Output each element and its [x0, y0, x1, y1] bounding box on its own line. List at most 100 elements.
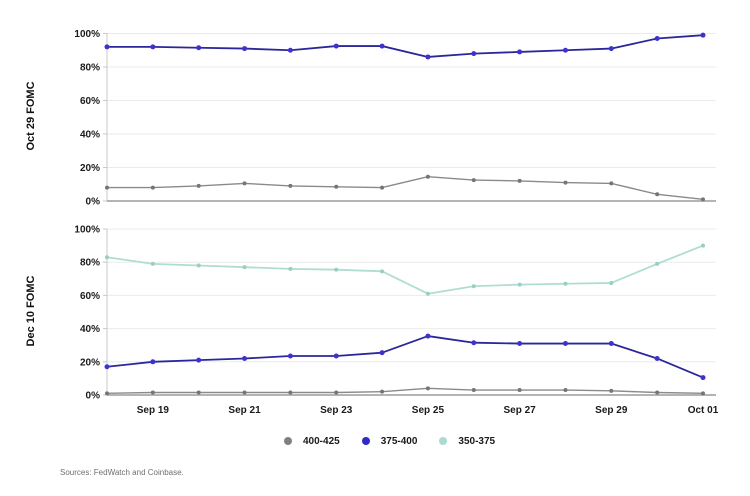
panel-0: 0% 20% 40% 60% 80% 100% [74, 29, 716, 208]
data-point-350-375 [288, 266, 293, 271]
legend-dot-400-425-icon [284, 437, 292, 445]
legend-dot-350-375-icon [439, 437, 448, 445]
data-point-375-400 [425, 54, 431, 60]
data-point-375-400 [562, 47, 568, 53]
data-point-375-400 [379, 350, 385, 356]
data-point-400-425 [150, 390, 155, 395]
data-point-375-400 [242, 355, 248, 361]
series-line-400-425 [106, 387, 704, 395]
data-point-400-425 [425, 386, 430, 391]
data-point-350-375 [105, 255, 109, 260]
data-point-375-400 [287, 353, 293, 359]
data-point-350-375 [196, 263, 201, 268]
data-point-375-400 [196, 357, 202, 363]
data-point-375-400 [196, 45, 202, 51]
data-point-350-375 [517, 282, 522, 287]
data-point-375-400 [471, 340, 477, 346]
data-point-350-375 [655, 261, 660, 266]
data-point-400-425 [196, 390, 201, 395]
data-point-400-425 [334, 390, 339, 395]
data-point-400-425 [609, 181, 614, 186]
data-point-375-400 [333, 43, 339, 49]
series-line-375-400 [106, 34, 704, 58]
x-axis-labels: Sep 19 Sep 21 Sep 23 Sep 25 Sep 27 Sep 29 Oct … [137, 405, 719, 416]
y-tick-label: 20% [80, 357, 100, 368]
data-point-400-425 [334, 184, 339, 189]
y-tick-label: 0% [86, 197, 101, 208]
data-point-350-375 [563, 281, 568, 286]
data-point-350-375 [609, 280, 614, 285]
y-tick-label: 60% [80, 96, 100, 107]
data-point-400-425 [701, 197, 705, 202]
panel-1: 0% 20% 40% 60% 80% 100% [74, 225, 716, 402]
y-tick-label: 100% [74, 29, 100, 40]
series-line-350-375 [106, 244, 704, 295]
data-point-400-425 [242, 181, 247, 186]
line-chart-plot-area: 0% 20% 40% 60% 80% 100% 0% 20% 40% 60% 80% 100% Sep … [74, 29, 719, 416]
data-point-375-400 [517, 49, 523, 55]
y-tick-label: 40% [80, 324, 100, 335]
y-tick-label: 80% [80, 258, 100, 269]
data-point-400-425 [517, 178, 522, 183]
data-point-400-425 [425, 174, 430, 179]
data-point-375-400 [700, 375, 706, 381]
data-point-400-425 [563, 388, 568, 393]
y-tick-label: 80% [80, 63, 100, 74]
y-tick-label: 20% [80, 163, 100, 174]
data-point-375-400 [425, 333, 431, 339]
legend-dot-375-400-icon [361, 437, 370, 445]
data-point-350-375 [334, 267, 339, 272]
legend-item-375-400: 375-400 [361, 435, 418, 447]
data-point-400-425 [701, 391, 705, 396]
data-point-400-425 [655, 192, 660, 197]
data-point-375-400 [150, 44, 156, 50]
data-point-400-425 [380, 185, 385, 190]
data-point-400-425 [471, 178, 476, 183]
data-point-400-425 [655, 390, 660, 395]
data-point-375-400 [104, 44, 110, 50]
x-tick-label: Sep 19 [137, 405, 170, 416]
data-point-375-400 [287, 47, 293, 53]
data-point-400-425 [471, 388, 476, 393]
legend-label-375-400: 375-400 [380, 435, 418, 447]
data-point-400-425 [150, 185, 155, 190]
x-tick-label: Sep 25 [412, 405, 445, 416]
data-point-375-400 [700, 32, 706, 38]
y-tick-label: 100% [74, 225, 100, 236]
legend-label-350-375: 350-375 [458, 435, 496, 447]
x-tick-label: Oct 01 [688, 405, 719, 416]
data-point-350-375 [425, 291, 430, 296]
source-note: Sources: FedWatch and Coinbase. [60, 468, 184, 477]
data-point-400-425 [380, 389, 385, 394]
data-point-375-400 [242, 46, 248, 52]
legend-label-400-425: 400-425 [303, 435, 340, 447]
data-point-375-400 [517, 341, 523, 347]
data-point-375-400 [608, 341, 614, 347]
data-point-400-425 [288, 183, 293, 188]
data-point-375-400 [104, 364, 110, 370]
data-point-350-375 [150, 261, 155, 266]
x-tick-label: Sep 23 [320, 405, 353, 416]
data-point-375-400 [471, 51, 477, 57]
data-point-350-375 [380, 269, 385, 274]
data-point-375-400 [654, 355, 660, 361]
data-point-350-375 [242, 265, 247, 270]
series-line-375-400 [106, 335, 704, 379]
data-point-350-375 [701, 243, 705, 248]
legend: 400-425 375-400 350-375 [284, 433, 495, 449]
data-point-400-425 [288, 390, 293, 395]
legend-item-400-425: 400-425 [284, 436, 340, 447]
x-tick-label: Sep 29 [595, 405, 628, 416]
data-point-400-425 [196, 183, 201, 188]
y-tick-label: 40% [80, 130, 100, 141]
data-point-400-425 [105, 185, 109, 190]
y-tick-label: 60% [80, 291, 100, 302]
data-point-350-375 [471, 284, 476, 289]
data-point-400-425 [609, 388, 614, 393]
data-point-375-400 [654, 36, 660, 42]
legend-item-350-375: 350-375 [439, 436, 495, 447]
x-tick-label: Sep 27 [503, 405, 536, 416]
series-line-400-425 [106, 176, 704, 201]
data-point-375-400 [608, 46, 614, 52]
